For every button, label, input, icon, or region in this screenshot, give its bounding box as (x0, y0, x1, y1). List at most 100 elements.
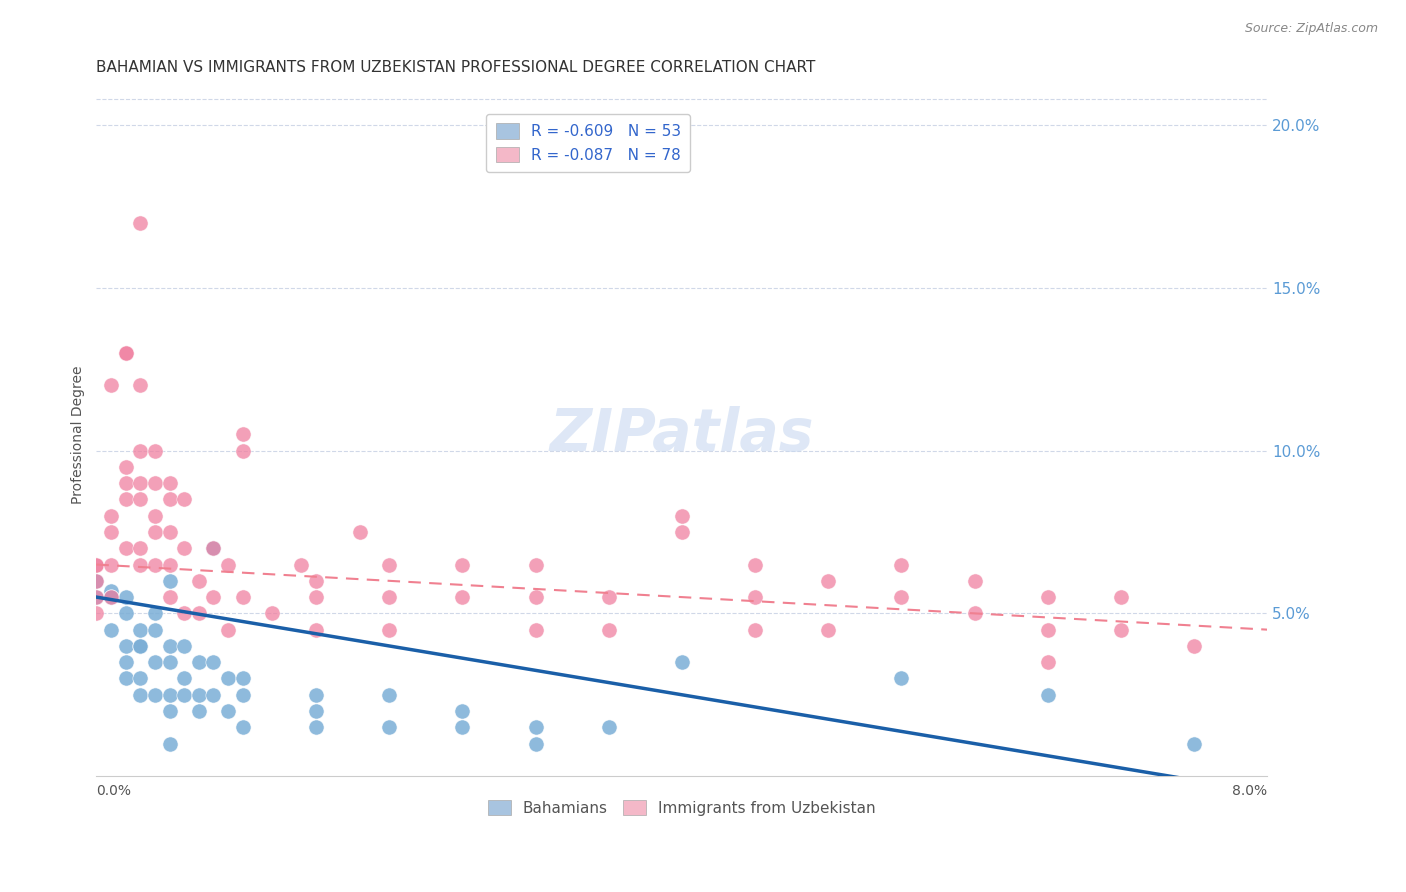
Point (305, 704, 328, 718)
Point (1109, 590, 1132, 604)
Point (129, 541, 152, 556)
Point (963, 607, 986, 621)
Point (159, 655, 181, 669)
Point (100, 558, 122, 572)
Point (86, 590, 108, 604)
Point (159, 639, 181, 653)
Point (1036, 590, 1059, 604)
Point (129, 492, 152, 507)
Point (86, 558, 108, 572)
Point (159, 476, 181, 491)
Point (187, 574, 209, 588)
Point (890, 558, 912, 572)
Point (260, 607, 283, 621)
Point (129, 688, 152, 702)
Point (451, 590, 474, 604)
Point (100, 590, 122, 604)
Point (143, 476, 166, 491)
Point (114, 607, 136, 621)
Point (159, 704, 181, 718)
Text: 8.0%: 8.0% (1232, 784, 1267, 798)
Point (817, 574, 839, 588)
Point (100, 508, 122, 523)
Point (187, 607, 209, 621)
Point (451, 558, 474, 572)
Y-axis label: Professional Degree: Professional Degree (72, 365, 86, 504)
Point (890, 590, 912, 604)
Point (451, 704, 474, 718)
Point (232, 672, 254, 686)
Point (187, 704, 209, 718)
Point (451, 720, 474, 734)
Point (524, 737, 547, 751)
Point (217, 623, 239, 637)
Point (378, 688, 401, 702)
Point (232, 590, 254, 604)
Point (202, 688, 225, 702)
Text: Source: ZipAtlas.com: Source: ZipAtlas.com (1244, 22, 1378, 36)
Point (598, 720, 620, 734)
Point (86, 558, 108, 572)
Point (173, 607, 195, 621)
Point (524, 558, 547, 572)
Point (305, 590, 328, 604)
Point (114, 476, 136, 491)
Point (159, 574, 181, 588)
Point (202, 590, 225, 604)
Point (129, 672, 152, 686)
Point (159, 737, 181, 751)
Point (290, 558, 312, 572)
Point (114, 672, 136, 686)
Point (1036, 623, 1059, 637)
Point (232, 427, 254, 442)
Point (187, 688, 209, 702)
Point (202, 541, 225, 556)
Point (349, 524, 371, 539)
Point (378, 623, 401, 637)
Point (217, 672, 239, 686)
Point (143, 623, 166, 637)
Point (114, 655, 136, 669)
Point (1036, 688, 1059, 702)
Point (671, 508, 693, 523)
Point (143, 688, 166, 702)
Point (173, 688, 195, 702)
Point (232, 720, 254, 734)
Point (890, 672, 912, 686)
Point (744, 623, 766, 637)
Point (305, 720, 328, 734)
Point (217, 704, 239, 718)
Point (129, 639, 152, 653)
Point (159, 558, 181, 572)
Point (963, 574, 986, 588)
Point (524, 590, 547, 604)
Point (305, 623, 328, 637)
Point (598, 590, 620, 604)
Point (159, 524, 181, 539)
Legend: Bahamians, Immigrants from Uzbekistan: Bahamians, Immigrants from Uzbekistan (481, 792, 883, 823)
Point (114, 492, 136, 507)
Point (100, 590, 122, 604)
Point (671, 524, 693, 539)
Point (114, 590, 136, 604)
Point (143, 508, 166, 523)
Point (744, 558, 766, 572)
Point (232, 688, 254, 702)
Point (159, 590, 181, 604)
Point (100, 583, 122, 598)
Point (114, 346, 136, 360)
Point (143, 558, 166, 572)
Point (86, 590, 108, 604)
Point (86, 607, 108, 621)
Text: BAHAMIAN VS IMMIGRANTS FROM UZBEKISTAN PROFESSIONAL DEGREE CORRELATION CHART: BAHAMIAN VS IMMIGRANTS FROM UZBEKISTAN P… (97, 60, 815, 75)
Point (86, 574, 108, 588)
Point (129, 476, 152, 491)
Point (100, 378, 122, 392)
Point (232, 443, 254, 458)
Point (202, 655, 225, 669)
Point (305, 574, 328, 588)
Point (202, 541, 225, 556)
Point (129, 623, 152, 637)
Point (1109, 623, 1132, 637)
Point (378, 720, 401, 734)
